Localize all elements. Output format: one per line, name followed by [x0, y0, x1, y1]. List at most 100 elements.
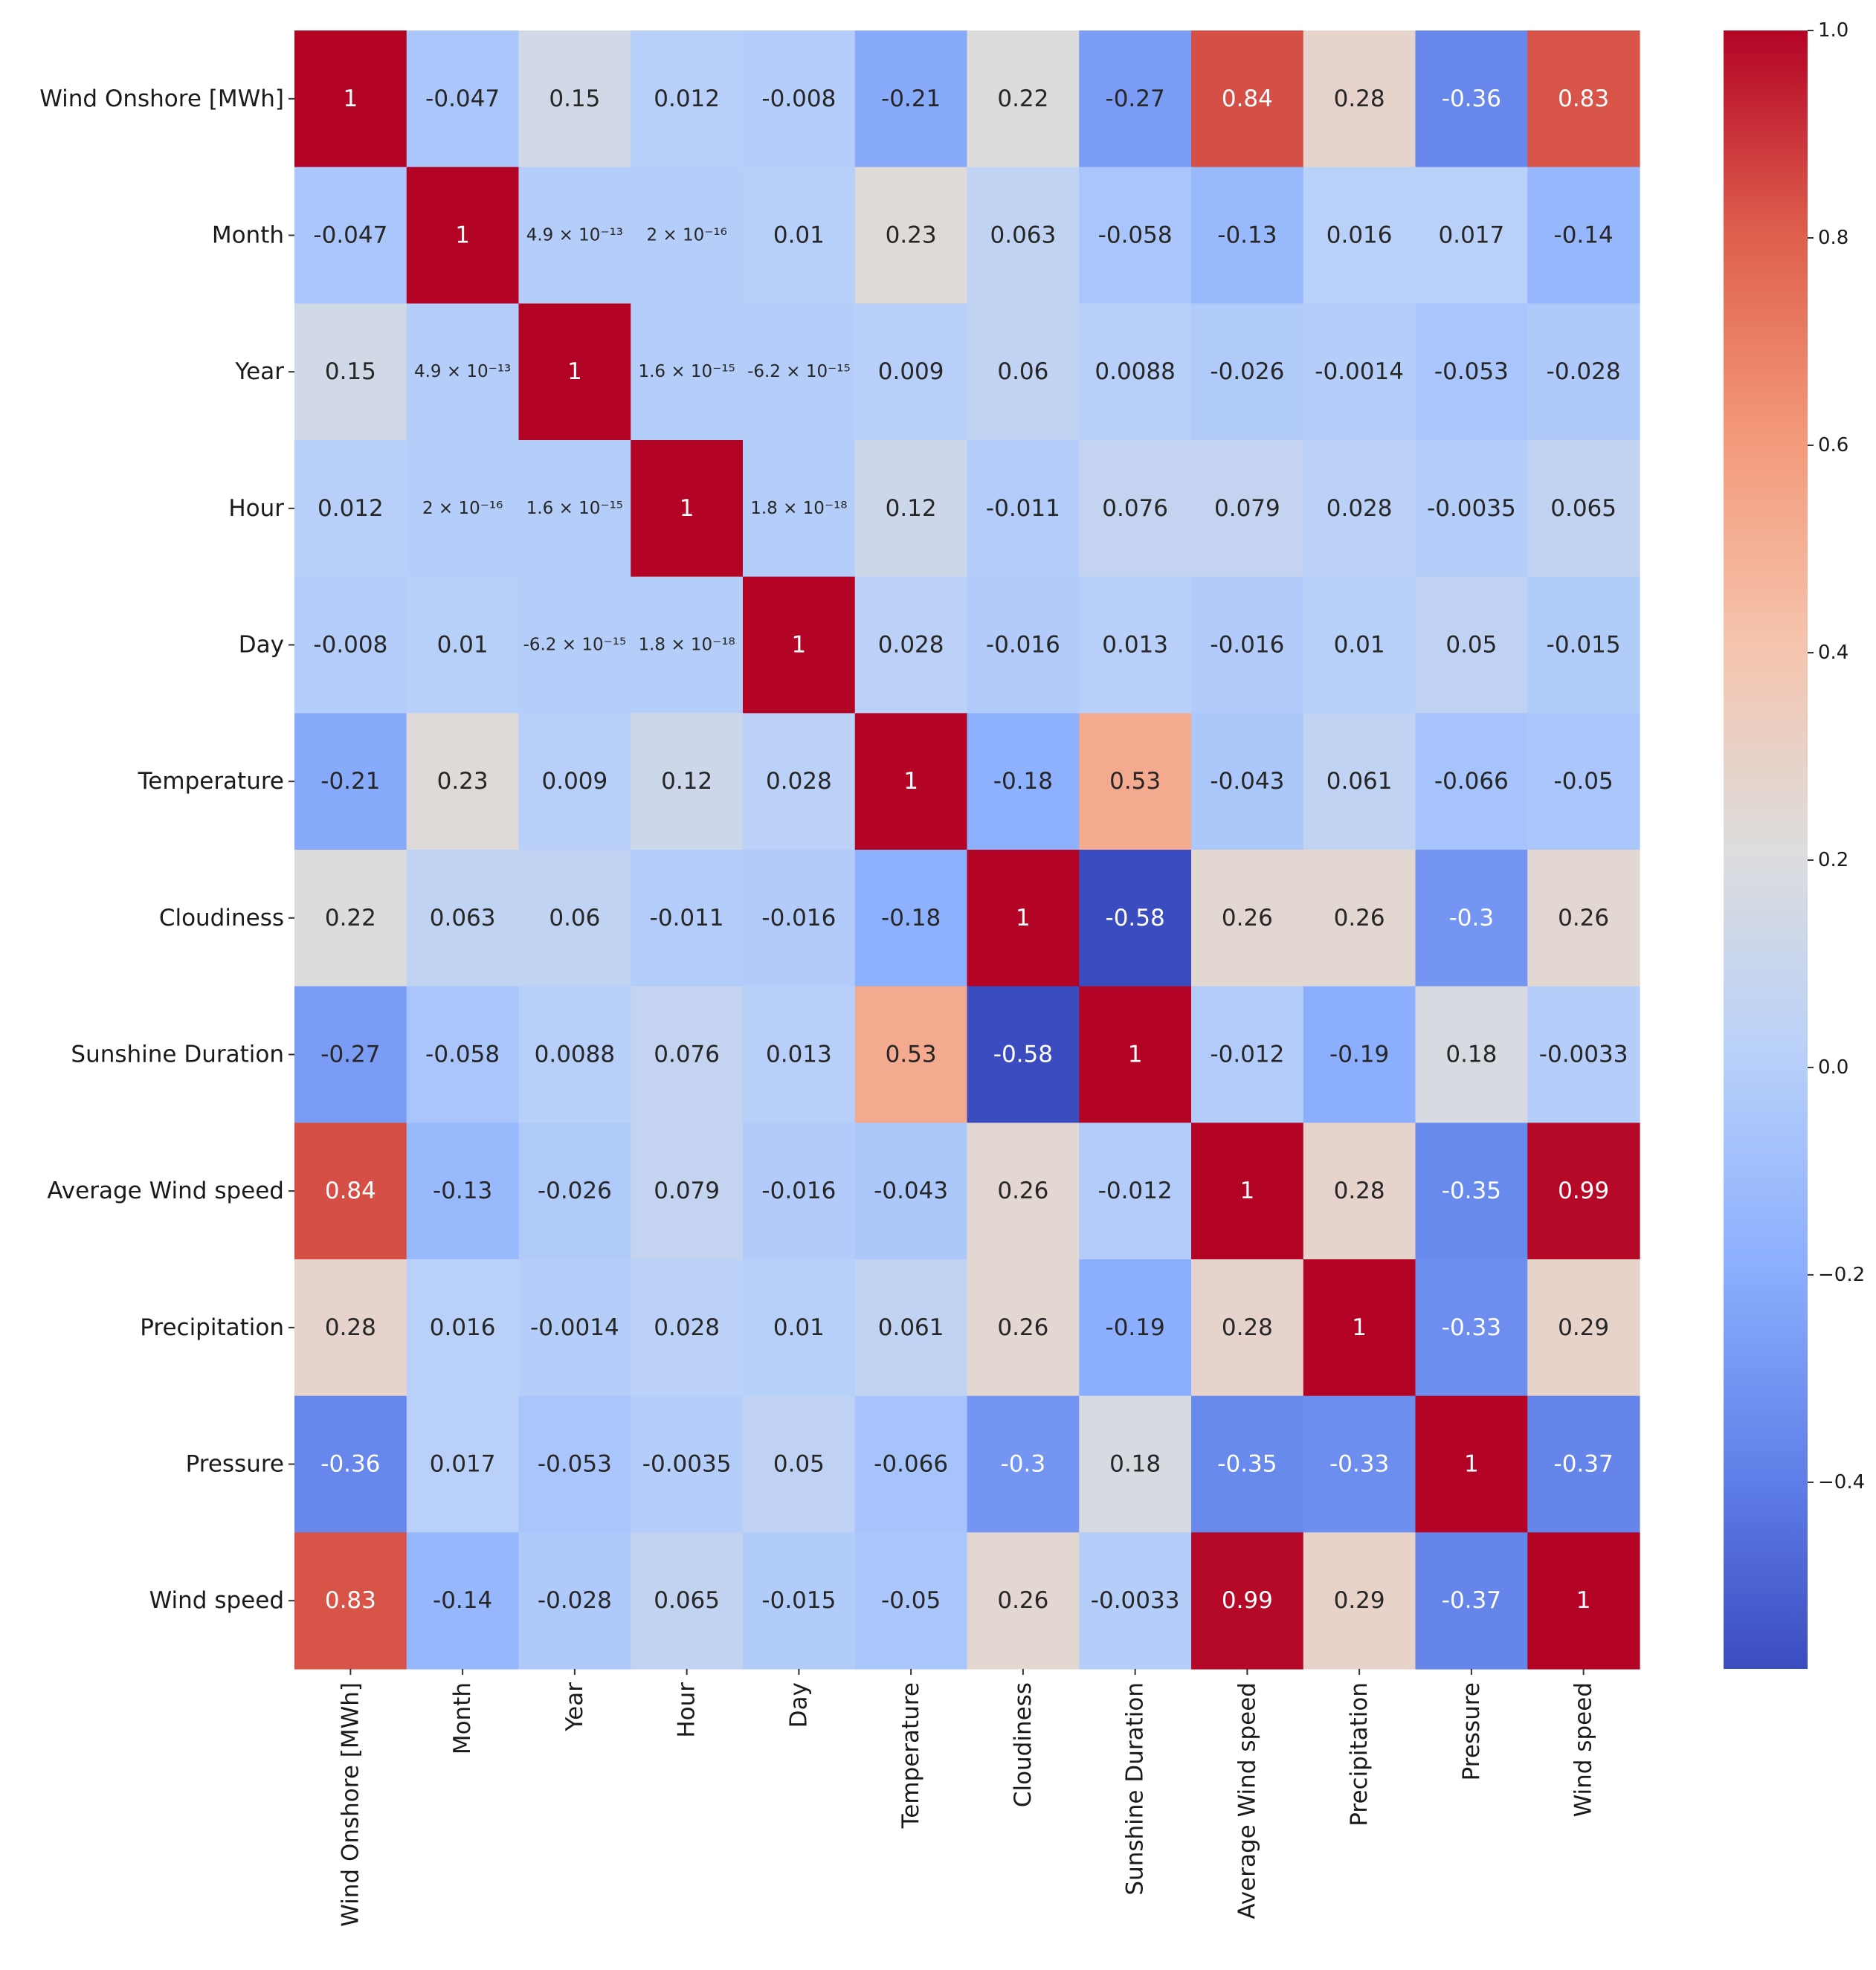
cell-annotation: -0.053 [1434, 358, 1509, 385]
cell-annotation: -0.3 [1449, 905, 1495, 931]
cell-annotation: 0.01 [773, 1314, 825, 1341]
cell-annotation: 0.028 [654, 1314, 720, 1341]
heatmap-cell [294, 303, 407, 441]
heatmap-cell [1303, 986, 1416, 1123]
cell-annotation: 0.05 [773, 1451, 825, 1478]
cell-annotation: -0.14 [1554, 222, 1614, 249]
heatmap-cell [1303, 30, 1416, 168]
x-tick-label: Sunshine Duration [1122, 1682, 1149, 1896]
heatmap-cell [1415, 1395, 1528, 1533]
cell-annotation: -0.043 [1210, 768, 1284, 795]
cell-annotation: -0.05 [881, 1587, 941, 1614]
cell-annotation: 0.076 [1102, 495, 1168, 522]
heatmap-cell [518, 167, 631, 304]
heatmap-cell [967, 30, 1080, 168]
heatmap-cell [967, 1123, 1080, 1260]
cell-annotation: -0.016 [986, 632, 1060, 659]
cell-annotation: 0.079 [1214, 495, 1280, 522]
heatmap-cell [854, 576, 968, 714]
cell-annotation: -0.011 [650, 905, 724, 931]
y-tick-label: Temperature [138, 768, 284, 795]
cell-annotation: 0.065 [1550, 495, 1616, 522]
cell-annotation: 0.53 [1109, 768, 1161, 795]
heatmap-cell [1527, 850, 1640, 987]
heatmap-cell [631, 850, 744, 987]
cell-annotation: 0.26 [997, 1178, 1048, 1204]
cell-annotation: -0.05 [1554, 768, 1614, 795]
y-tick-label: Cloudiness [159, 905, 284, 931]
heatmap-cell [294, 167, 407, 304]
heatmap-cell [854, 713, 968, 850]
cell-annotation: 0.26 [1222, 905, 1273, 931]
heatmap-cell [1415, 1259, 1528, 1397]
cell-annotation: 0.013 [766, 1041, 832, 1068]
heatmap-cell [967, 576, 1080, 714]
heatmap-cell [1191, 986, 1304, 1123]
cell-annotation: 2 × 10⁻¹⁶ [646, 226, 726, 245]
heatmap-cell [1527, 576, 1640, 714]
cell-annotation: -0.008 [313, 632, 387, 659]
heatmap-cell [518, 850, 631, 987]
cell-annotation: 4.9 × 10⁻¹³ [526, 226, 623, 245]
heatmap-cell [1191, 440, 1304, 578]
cell-annotation: 0.076 [654, 1041, 720, 1068]
heatmap-cell [854, 1532, 968, 1670]
heatmap-cell [1079, 1395, 1192, 1533]
y-tick-label: Wind Onshore [MWh] [39, 85, 284, 112]
heatmap-cell [294, 986, 407, 1123]
cell-annotation: -0.35 [1442, 1178, 1501, 1204]
cell-annotation: -0.18 [881, 905, 941, 931]
y-tick-label: Hour [228, 495, 284, 522]
cell-annotation: 0.23 [886, 222, 937, 249]
heatmap-cell [518, 986, 631, 1123]
heatmap-cell [1191, 303, 1304, 441]
heatmap-cell [1415, 1532, 1528, 1670]
heatmap-cell [631, 30, 744, 168]
heatmap-cell [967, 1532, 1080, 1670]
heatmap-cell [1079, 167, 1192, 304]
cell-annotation: 0.15 [549, 85, 600, 112]
cell-annotation: 0.22 [997, 85, 1048, 112]
heatmap-cell [1527, 30, 1640, 168]
y-tick-label: Precipitation [140, 1314, 284, 1341]
heatmap-cell [1527, 1259, 1640, 1397]
heatmap-cell [1415, 986, 1528, 1123]
heatmap-cell [743, 986, 856, 1123]
heatmap-cell [1303, 1532, 1416, 1670]
heatmap-cell [854, 440, 968, 578]
heatmap-cell [631, 1259, 744, 1397]
cell-annotation: 0.012 [654, 85, 720, 112]
heatmap-cell [1527, 303, 1640, 441]
heatmap-cell [406, 1395, 520, 1533]
cell-annotation: -0.0035 [1427, 495, 1516, 522]
cell-annotation: -0.066 [1434, 768, 1509, 795]
heatmap-cell [743, 167, 856, 304]
heatmap-cell [1303, 576, 1416, 714]
heatmap-cell [743, 440, 856, 578]
cell-annotation: -0.33 [1442, 1314, 1501, 1341]
cell-annotation: -0.015 [761, 1587, 836, 1614]
cell-annotation: 1 [1128, 1041, 1143, 1068]
heatmap-cell [294, 1532, 407, 1670]
heatmap-cell [294, 1123, 407, 1260]
cell-annotation: -0.27 [320, 1041, 380, 1068]
heatmap-cell [631, 1123, 744, 1260]
cell-annotation: 0.18 [1445, 1041, 1497, 1068]
cell-annotation: 0.12 [661, 768, 712, 795]
cell-annotation: 0.22 [325, 905, 376, 931]
heatmap-cell [294, 1395, 407, 1533]
cell-annotation: -0.36 [1442, 85, 1501, 112]
cell-annotation: 0.017 [430, 1451, 496, 1478]
heatmap-cell [743, 1532, 856, 1670]
cell-annotation: 0.28 [325, 1314, 376, 1341]
heatmap-cell [294, 713, 407, 850]
heatmap-cell [1527, 986, 1640, 1123]
y-tick-label: Wind speed [149, 1587, 284, 1614]
colorbar-tick-label: 0.4 [1818, 642, 1848, 664]
cell-annotation: 1 [1576, 1587, 1591, 1614]
cell-annotation: -6.2 × 10⁻¹⁵ [523, 636, 627, 655]
cell-annotation: -0.36 [320, 1451, 380, 1478]
x-tick-label: Temperature [897, 1682, 924, 1829]
heatmap-cell [1527, 1532, 1640, 1670]
cell-annotation: -0.012 [1098, 1178, 1173, 1204]
